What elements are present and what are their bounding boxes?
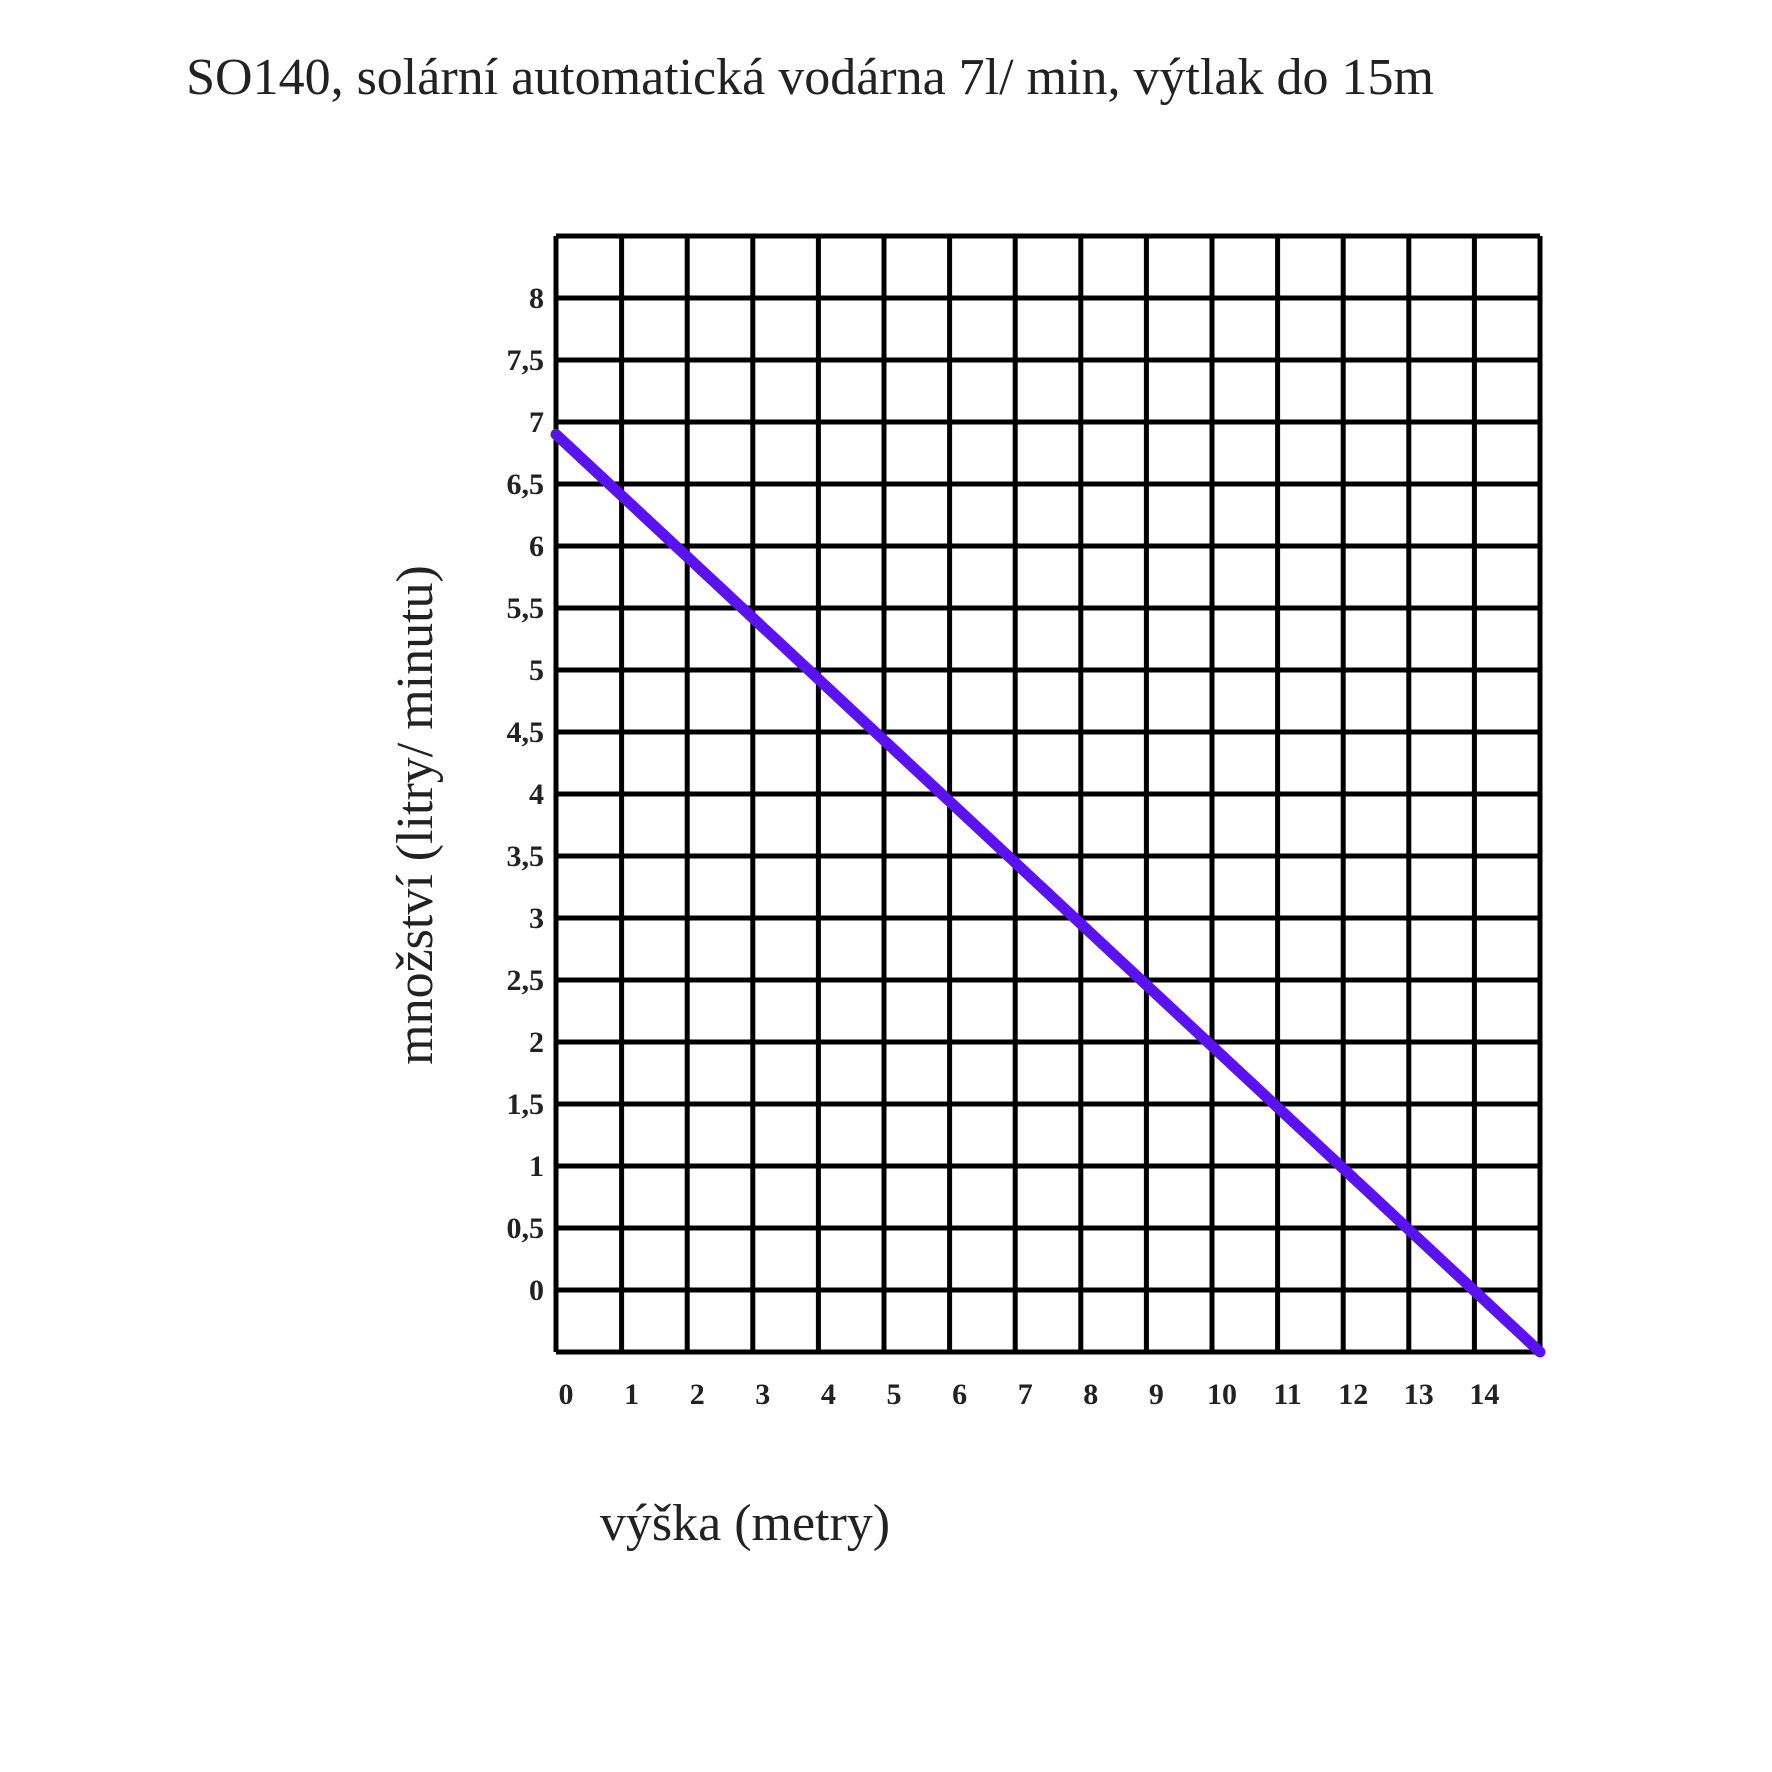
y-tick-label: 7,5: [507, 344, 545, 377]
x-tick-label: 1: [624, 1378, 639, 1411]
y-tick-label: 1: [529, 1150, 544, 1183]
y-tick-label: 3,5: [507, 840, 545, 873]
y-tick-label: 5: [529, 654, 544, 687]
x-tick-label: 14: [1469, 1378, 1499, 1411]
x-tick-label: 13: [1404, 1378, 1434, 1411]
y-axis-label: množství (litry/ minutu): [387, 565, 444, 1065]
series-line: [550, 428, 1546, 1358]
x-tick-label: 2: [690, 1378, 705, 1411]
y-axis-ticks: 0 0,5 1 1,5 2 2,5 3 3,5 4 4,5 5 5,5 6 6,5 7 7,5 8: [507, 282, 545, 1307]
grid: [553, 233, 1543, 1355]
x-tick-label: 8: [1083, 1378, 1098, 1411]
x-tick-label: 3: [755, 1378, 770, 1411]
y-tick-label: 4: [529, 778, 544, 811]
y-tick-label: 6,5: [507, 468, 545, 501]
y-tick-label: 8: [529, 282, 544, 315]
x-tick-label: 12: [1338, 1378, 1368, 1411]
chart-title: SO140, solární automatická vodárna 7l/ m…: [186, 49, 1434, 106]
y-tick-label: 4,5: [507, 716, 545, 749]
y-tick-label: 6: [529, 530, 544, 563]
x-tick-label: 0: [559, 1378, 574, 1411]
y-tick-label: 1,5: [507, 1088, 545, 1121]
x-axis-label: výška (metry): [600, 1495, 890, 1552]
x-tick-label: 4: [821, 1378, 836, 1411]
y-tick-label: 2,5: [507, 964, 545, 997]
y-tick-label: 7: [529, 406, 544, 439]
x-axis-ticks: 0 1 2 3 4 5 6 7 8 9 10 11 12 13 14: [559, 1378, 1500, 1411]
x-tick-label: 10: [1207, 1378, 1237, 1411]
x-tick-label: 11: [1273, 1378, 1301, 1411]
x-tick-label: 9: [1149, 1378, 1164, 1411]
y-tick-label: 0: [529, 1274, 544, 1307]
y-tick-label: 5,5: [507, 592, 545, 625]
x-tick-label: 6: [952, 1378, 967, 1411]
x-tick-label: 5: [887, 1378, 902, 1411]
series-layer: [550, 428, 1546, 1358]
y-tick-label: 3: [529, 902, 544, 935]
x-tick-label: 7: [1018, 1378, 1033, 1411]
y-tick-label: 2: [529, 1026, 544, 1059]
y-tick-label: 0,5: [507, 1212, 545, 1245]
